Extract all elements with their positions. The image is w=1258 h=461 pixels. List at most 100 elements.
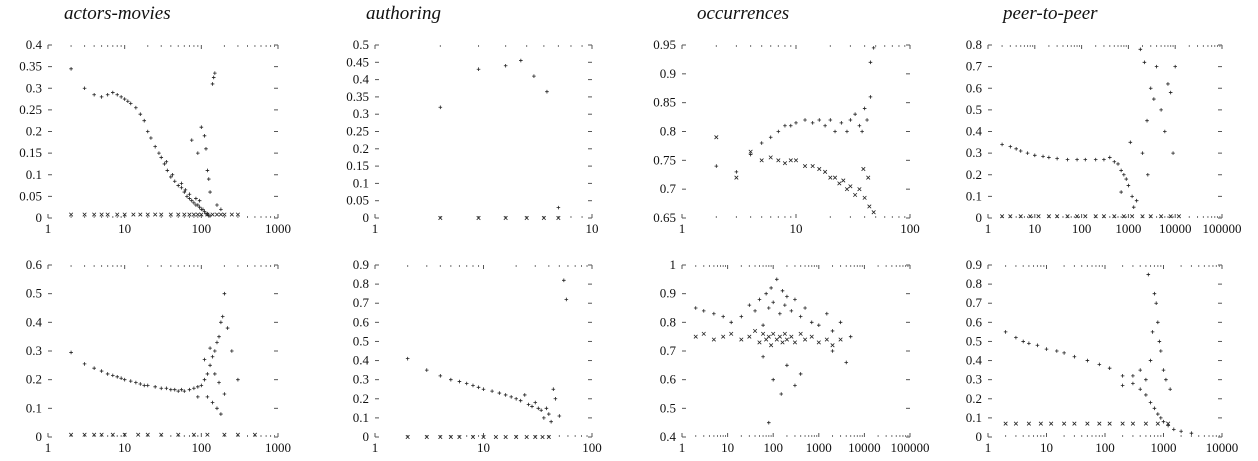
data-point-plus [405,356,410,361]
y-tick-label: 0.4 [660,429,677,444]
x-tick-label: 10 [477,440,490,455]
data-point-cross [1000,214,1005,219]
x-tick-label: 1 [985,440,992,455]
y-tick-label: 0.1 [353,410,369,425]
data-point-cross [145,212,150,217]
data-point-plus [789,309,794,313]
x-tick-label: 100 [192,221,212,236]
data-point-plus [192,386,196,391]
chart-panel-2: 0 0.05 0.1 0.15 0.2 0.25 0.3 0.35 0.4 0.45 0.5 1 10 [346,37,598,236]
data-point-plus [1166,423,1170,428]
data-point-plus [557,414,562,418]
data-point-plus [1159,349,1163,353]
data-point-cross [823,169,828,174]
y-tick-label: 0.7 [966,59,983,74]
data-point-cross [168,212,173,217]
chart-panel-1: 0 0.05 0.1 0.15 0.2 0.25 0.3 0.35 0.4 1 10 100 1000 [19,37,291,236]
x-tick-label: 1000 [265,221,291,236]
data-point-plus [562,278,566,283]
data-point-plus [182,190,187,194]
data-point-plus [1145,118,1149,123]
data-point-plus [115,375,120,379]
y-tick-label: 0.6 [966,314,983,329]
data-point-cross [824,337,829,342]
data-point-cross [816,340,821,345]
data-point-cross [470,434,476,440]
data-point-cross [757,340,762,345]
data-point-plus [830,349,835,353]
data-point-cross [1036,214,1041,219]
y-tick-label: 0.4 [26,37,43,52]
data-point-cross [1176,214,1181,219]
data-point-plus [532,74,536,78]
data-point-cross [1143,421,1148,426]
data-point-plus [845,129,849,134]
data-point-plus [712,311,716,316]
data-point-plus [213,372,217,376]
data-point-plus [172,179,177,184]
y-tick-label: 0.35 [19,59,42,74]
data-point-plus [202,357,207,362]
data-point-plus [208,346,212,350]
data-point-plus [165,168,170,173]
data-point-plus [542,416,546,420]
data-point-plus [721,314,725,319]
data-point-plus [476,385,481,390]
data-point-plus [1189,431,1194,435]
data-point-cross [252,432,258,437]
data-point-plus [1138,368,1143,372]
data-point-cross [214,212,220,217]
data-point-plus [1018,149,1023,153]
data-point-plus [1138,387,1143,392]
data-point-plus [119,376,123,381]
data-point-cross [1130,214,1135,219]
data-point-cross [729,331,734,336]
data-point-plus [1159,108,1163,112]
data-point-plus [172,387,177,392]
y-tick-label: 0.2 [26,124,42,139]
y-tick-label: 0.3 [26,80,42,95]
data-point-plus [138,382,143,386]
data-point-plus [82,362,87,366]
data-point-cross [1062,421,1067,426]
data-point-plus [803,306,807,310]
data-point-plus [196,395,200,399]
data-point-cross [1072,421,1077,426]
x-tick-label: 1 [985,221,992,236]
data-point-plus [1035,343,1040,348]
data-point-plus [545,89,549,94]
y-tick-label: 0.3 [353,106,369,121]
y-tick-label: 0.45 [346,54,369,69]
data-point-plus [189,198,194,203]
panel-title-3: occurrences [697,3,790,24]
data-point-plus [1148,86,1153,91]
data-point-cross [866,175,871,180]
data-point-cross [1018,214,1023,219]
data-point-plus [798,372,803,376]
data-point-cross [701,331,706,336]
data-point-cross [857,187,862,192]
data-point-plus [1134,198,1139,203]
y-tick-label: 0.2 [26,372,42,387]
data-point-plus [476,67,481,72]
data-point-cross [1107,421,1112,426]
data-point-cross [159,432,164,437]
data-point-cross [448,434,453,440]
data-point-plus [1157,339,1162,344]
data-point-plus [868,60,873,65]
data-point-plus [693,306,698,310]
data-point-cross [503,434,508,440]
y-tick-label: 0.2 [353,141,369,156]
x-tick-label: 1 [372,221,379,236]
data-point-cross [776,158,781,163]
data-point-plus [199,125,204,129]
data-point-plus [848,334,853,339]
data-point-plus [230,349,234,353]
data-point-plus [810,121,815,125]
data-point-plus [159,155,164,160]
data-point-cross [844,187,850,192]
data-point-cross [782,161,788,166]
data-point-plus [1152,406,1157,411]
data-point-plus [798,314,803,319]
